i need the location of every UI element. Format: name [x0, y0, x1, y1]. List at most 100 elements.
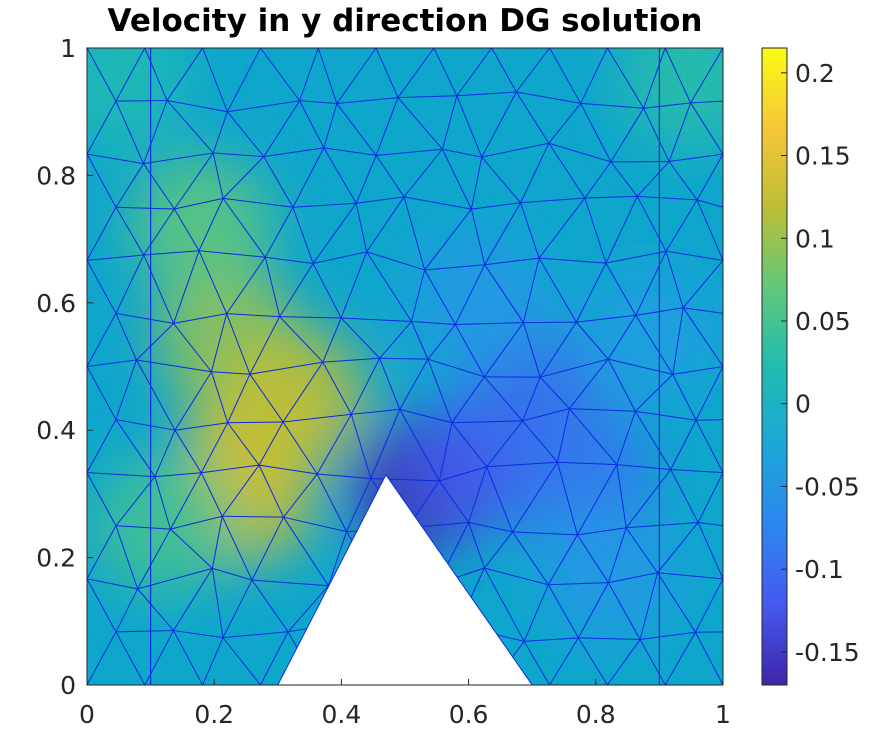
mesh-edge — [316, 473, 347, 532]
mesh-edge — [173, 208, 200, 251]
mesh-edge — [200, 472, 223, 517]
mesh-edge — [575, 262, 607, 323]
mesh-edge — [672, 307, 684, 375]
mesh-edge — [668, 102, 692, 162]
mesh-edge — [424, 264, 485, 271]
mesh-edge — [317, 48, 338, 104]
mesh-edge — [606, 48, 645, 109]
mesh-edge — [115, 419, 156, 477]
y-tick-label: 0.4 — [36, 416, 76, 445]
mesh-edge — [520, 143, 550, 203]
mesh-edge — [292, 147, 325, 208]
mesh-edge — [115, 419, 176, 431]
mesh-edge — [670, 469, 699, 523]
field-blob — [87, 48, 189, 150]
field-blob — [226, 328, 367, 469]
mesh-edge — [690, 102, 723, 155]
mesh-edge — [312, 263, 342, 319]
mesh-edge — [87, 254, 144, 261]
mesh-edge — [657, 572, 696, 633]
mesh-edge — [424, 269, 456, 325]
mesh-edge — [210, 313, 228, 372]
mesh-edge — [265, 256, 314, 264]
mesh-edge — [173, 568, 213, 631]
mesh-edge — [251, 516, 284, 581]
mesh-edge — [87, 472, 155, 478]
mesh-edge — [212, 152, 224, 199]
mesh-edge — [174, 197, 224, 210]
mesh-edge — [173, 630, 204, 685]
mesh-edge — [486, 420, 523, 468]
mesh-edge — [538, 257, 577, 323]
mesh-edge — [454, 324, 485, 378]
mesh-edge — [668, 161, 698, 201]
mesh-edge — [399, 358, 429, 410]
mesh-edge — [87, 153, 117, 208]
mesh-edge — [115, 631, 146, 685]
mesh-edge — [227, 421, 284, 424]
mesh-edge — [468, 522, 485, 569]
mesh-edge — [223, 197, 294, 208]
mesh-edge — [115, 359, 137, 420]
x-tick-label: 0.8 — [576, 700, 616, 729]
mesh-edge — [607, 315, 637, 360]
mesh-edge — [350, 358, 381, 415]
mesh-edge — [512, 461, 558, 533]
mesh-edge — [379, 358, 401, 410]
mesh-edge — [87, 153, 144, 165]
mesh-edge — [376, 148, 443, 156]
mesh-edge — [523, 641, 550, 685]
mesh-edge — [438, 480, 469, 523]
mesh-edge — [468, 466, 488, 523]
mesh-edge — [520, 202, 540, 259]
mesh-edge — [166, 99, 228, 113]
mesh-edge — [639, 639, 666, 685]
mesh-edge — [136, 359, 212, 373]
mesh-edge — [87, 631, 117, 685]
mesh-edge — [173, 250, 200, 324]
mesh-edge — [411, 321, 456, 326]
mesh-edge — [483, 531, 513, 569]
mesh-edge — [690, 48, 723, 104]
mesh-edge — [484, 567, 549, 586]
mesh-edge — [657, 522, 699, 574]
mesh-edge — [569, 408, 636, 412]
mesh-edge — [697, 522, 723, 580]
mesh-edge — [287, 585, 329, 633]
mesh-edge — [557, 408, 570, 463]
mesh-edge — [221, 516, 253, 581]
mesh-edge — [322, 361, 352, 415]
mesh-edge — [625, 527, 658, 574]
mesh-edge — [279, 263, 314, 317]
mesh-edge — [433, 48, 458, 96]
mesh-edge — [636, 196, 667, 252]
mesh-edge — [143, 208, 175, 256]
mesh-edge — [173, 323, 212, 373]
mesh-edge — [470, 156, 483, 210]
mesh-edge — [87, 100, 117, 155]
mesh-edge — [695, 420, 723, 473]
mesh-edge — [323, 103, 338, 149]
mesh-edge — [212, 111, 228, 154]
mesh-edge — [375, 155, 405, 198]
chart-title: Velocity in y direction DG solution — [108, 3, 703, 39]
mesh-edge — [210, 371, 229, 423]
mesh-edge — [549, 48, 582, 104]
mesh-edge — [539, 257, 607, 264]
mesh-edge — [198, 250, 228, 314]
y-tick-label: 0 — [60, 671, 76, 700]
mesh-edge — [299, 100, 337, 105]
colorbar-tick-label: -0.1 — [795, 555, 844, 584]
obstacle-triangle — [277, 473, 533, 685]
mesh-edge — [454, 264, 486, 325]
mesh-edge — [694, 631, 723, 685]
mesh-edge — [154, 476, 171, 530]
mesh-edge — [486, 461, 558, 468]
mesh-edge — [336, 103, 377, 156]
mesh-edge — [575, 321, 609, 360]
mesh-edge — [260, 631, 289, 685]
mesh-edge — [635, 251, 667, 316]
field-blob — [576, 264, 717, 405]
mesh-edge — [576, 314, 636, 323]
mesh-edge — [317, 473, 371, 480]
